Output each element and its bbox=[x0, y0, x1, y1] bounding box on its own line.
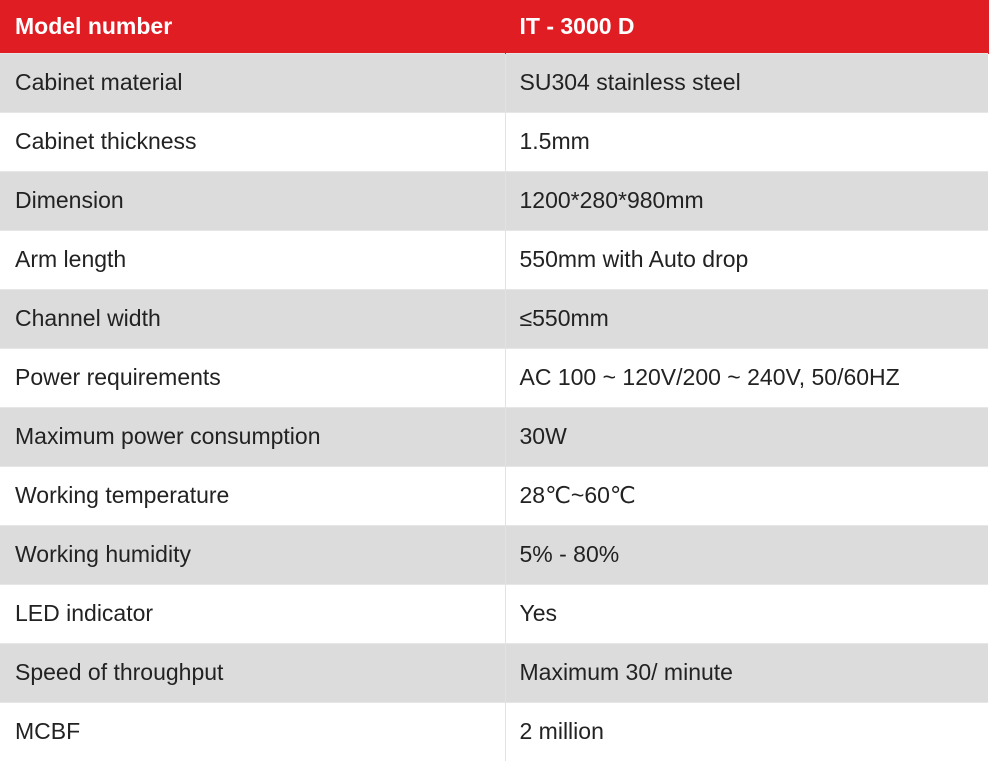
spec-label: Channel width bbox=[0, 288, 505, 348]
spec-value: 5% - 80% bbox=[504, 524, 988, 584]
spec-label: Cabinet thickness bbox=[0, 111, 505, 171]
header-value-cell: IT - 3000 D bbox=[505, 0, 989, 53]
table-row: Cabinet material SU304 stainless steel bbox=[0, 52, 988, 112]
table-row: Working temperature 28℃~60℃ bbox=[0, 465, 988, 525]
table-row: Power requirements AC 100 ~ 120V/200 ~ 2… bbox=[0, 347, 988, 407]
table-row: Dimension 1200*280*980mm bbox=[0, 170, 988, 230]
table-row: Maximum power consumption 30W bbox=[0, 406, 988, 466]
table-row: Cabinet thickness 1.5mm bbox=[0, 111, 988, 171]
spec-value: 28℃~60℃ bbox=[504, 465, 988, 525]
spec-label: Maximum power consumption bbox=[0, 406, 505, 466]
table-row: MCBF 2 million bbox=[0, 701, 988, 761]
spec-value: AC 100 ~ 120V/200 ~ 240V, 50/60HZ bbox=[504, 347, 988, 407]
spec-label: Working temperature bbox=[0, 465, 505, 525]
table-row: Arm length 550mm with Auto drop bbox=[0, 229, 988, 289]
spec-value: SU304 stainless steel bbox=[504, 52, 988, 112]
spec-value: 2 million bbox=[504, 701, 988, 761]
spec-label: Dimension bbox=[0, 170, 505, 230]
header-label-cell: Model number bbox=[0, 0, 506, 53]
table-row: Channel width ≤550mm bbox=[0, 288, 988, 348]
spec-label: Working humidity bbox=[0, 524, 505, 584]
spec-value: 30W bbox=[504, 406, 988, 466]
spec-value: 1200*280*980mm bbox=[504, 170, 988, 230]
spec-value: 1.5mm bbox=[504, 111, 988, 171]
spec-value: 550mm with Auto drop bbox=[504, 229, 988, 289]
table-row: Working humidity 5% - 80% bbox=[0, 524, 988, 584]
spec-value: Yes bbox=[504, 583, 988, 643]
spec-label: Arm length bbox=[0, 229, 505, 289]
table-row: Speed of throughput Maximum 30/ minute bbox=[0, 642, 988, 702]
table-header-row: Model number IT - 3000 D bbox=[0, 0, 989, 53]
spec-value: ≤550mm bbox=[504, 288, 988, 348]
spec-label: MCBF bbox=[0, 701, 505, 761]
spec-label: LED indicator bbox=[0, 583, 505, 643]
spec-value: Maximum 30/ minute bbox=[504, 642, 988, 702]
table-row: LED indicator Yes bbox=[0, 583, 988, 643]
spec-label: Speed of throughput bbox=[0, 642, 505, 702]
spec-label: Cabinet material bbox=[0, 52, 505, 112]
spec-label: Power requirements bbox=[0, 347, 505, 407]
